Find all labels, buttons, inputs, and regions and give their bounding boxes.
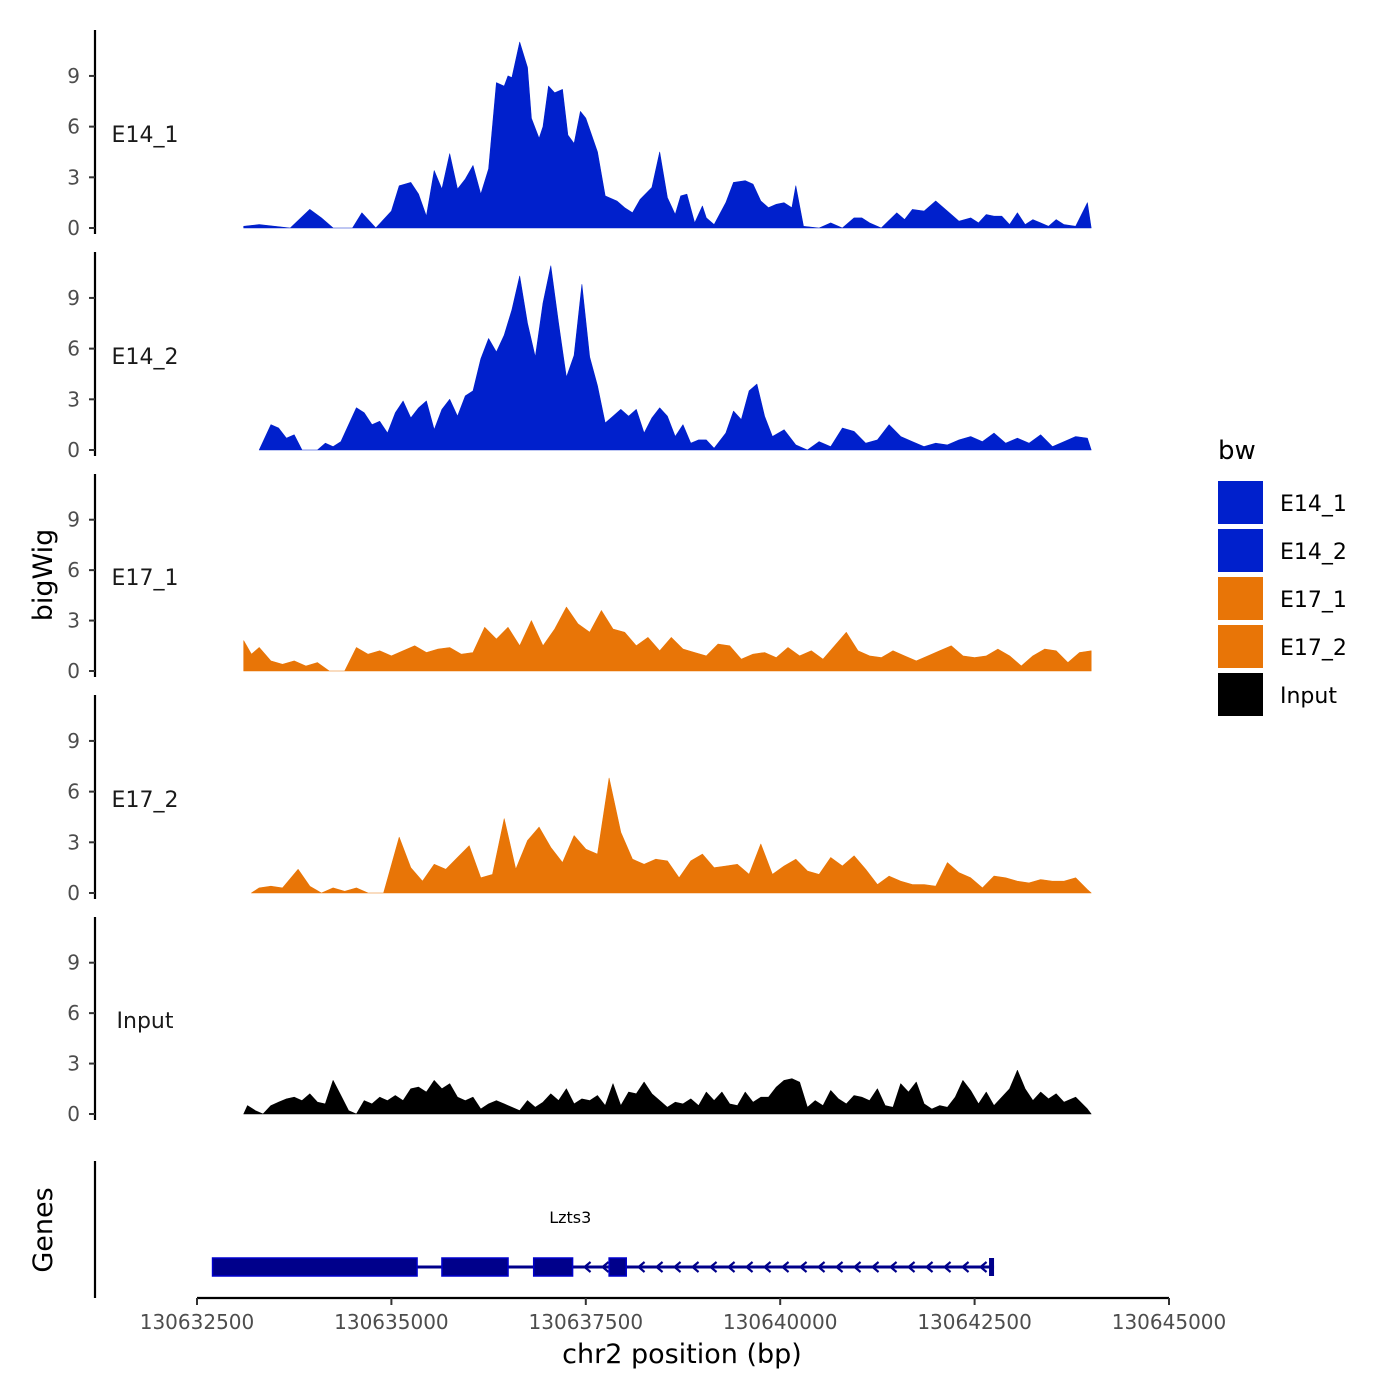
legend-label: E17_1 [1280,588,1347,613]
legend-title: bw [1218,436,1256,466]
x-tick-label: 130642500 [917,1310,1032,1334]
legend-label: E14_2 [1280,540,1347,565]
x-tick-label: 130637500 [529,1310,644,1334]
y-tick-label: 6 [67,337,80,361]
track-E17_1: 0 3 6 9 E17_1 [67,474,1092,683]
track-E17_2: 0 3 6 9 E17_2 [67,695,1092,905]
y-tick-label: 0 [67,881,80,905]
y-tick-label: 3 [67,165,80,189]
track-label: Input [117,1009,174,1034]
y-tick-label: 9 [67,508,80,532]
strand-arrow [780,1261,790,1273]
strand-arrow [816,1261,826,1273]
track-Input: 0 3 6 9 Input [67,917,1092,1126]
legend-swatch-Input [1218,673,1263,716]
strand-arrow [744,1261,754,1273]
strand-arrow [978,1261,988,1273]
genes-axis-title: Genes [28,1187,59,1272]
y-tick-label: 9 [67,286,80,310]
y-tick-label: 0 [67,659,80,683]
strand-arrow [708,1261,718,1273]
y-tick-label: 3 [67,1052,80,1076]
strand-arrow [942,1261,952,1273]
strand-arrow [726,1261,736,1273]
gene-exon [608,1257,627,1277]
strand-arrow [870,1261,880,1273]
legend-swatch-E17_1 [1218,577,1263,620]
y-tick-label: 0 [67,216,80,240]
strand-arrow [672,1261,682,1273]
signal-area-Input [243,1070,1092,1115]
y-tick-label: 6 [67,1001,80,1025]
signal-tracks: 0 3 6 9 E14_1 0 3 6 9 E14_2 0 3 6 9 E17_1 0 3 6 9 E17_2 0 3 6 9… [67,30,1092,1126]
track-E14_2: 0 3 6 9 E14_2 [67,252,1092,462]
strand-arrow [852,1261,862,1273]
signal-area-E14_2 [258,265,1092,451]
x-tick-label: 130635000 [334,1310,449,1334]
signal-area-E17_2 [251,777,1092,894]
y-tick-label: 0 [67,438,80,462]
gene-exon [441,1257,509,1277]
strand-arrow [582,1261,592,1273]
track-label: E17_2 [112,788,179,813]
signal-area-E14_1 [243,41,1092,229]
gene-exon [532,1257,574,1277]
y-tick-label: 9 [67,951,80,975]
y-tick-label: 9 [67,64,80,88]
track-label: E14_1 [112,123,179,148]
gene-exon [211,1257,418,1277]
x-axis-title: chr2 position (bp) [562,1339,802,1370]
x-axis: 130632500 130635000 130637500 130640000 1306… [140,1296,1227,1334]
strand-arrow [924,1261,934,1273]
signal-area-E17_1 [243,606,1092,672]
x-tick-label: 130640000 [723,1310,838,1334]
strand-arrow [636,1261,646,1273]
legend-label: E14_1 [1280,492,1347,517]
strand-arrow [960,1261,970,1273]
gene-name-label: Lzts3 [549,1208,591,1227]
y-tick-label: 0 [67,1102,80,1126]
x-tick-label: 130645000 [1112,1310,1227,1334]
strand-arrow [834,1261,844,1273]
gene-end-cap [989,1258,995,1276]
y-axis-title: bigWig [28,529,59,622]
strand-arrow [690,1261,700,1273]
gene-panel: Lzts3 [93,1161,995,1298]
legend: bw E14_1 E14_2 E17_1 E17_2 Input [1218,436,1347,716]
y-tick-label: 3 [67,830,80,854]
strand-arrow [888,1261,898,1273]
strand-arrow [762,1261,772,1273]
y-tick-label: 9 [67,729,80,753]
track-label: E14_2 [112,345,179,370]
strand-arrow [906,1261,916,1273]
y-tick-label: 6 [67,115,80,139]
legend-label: E17_2 [1280,636,1347,661]
strand-arrow [654,1261,664,1273]
legend-swatch-E14_2 [1218,529,1263,572]
y-tick-label: 6 [67,558,80,582]
y-tick-label: 3 [67,609,80,633]
strand-arrow [798,1261,808,1273]
legend-label: Input [1280,684,1337,709]
y-tick-label: 3 [67,387,80,411]
strand-arrow [600,1261,610,1273]
track-label: E17_1 [112,566,179,591]
legend-swatch-E14_1 [1218,481,1263,524]
x-tick-label: 130632500 [140,1310,255,1334]
track-E14_1: 0 3 6 9 E14_1 [67,30,1092,240]
legend-swatch-E17_2 [1218,625,1263,668]
gene-Lzts3: Lzts3 [211,1208,995,1277]
y-tick-label: 6 [67,780,80,804]
